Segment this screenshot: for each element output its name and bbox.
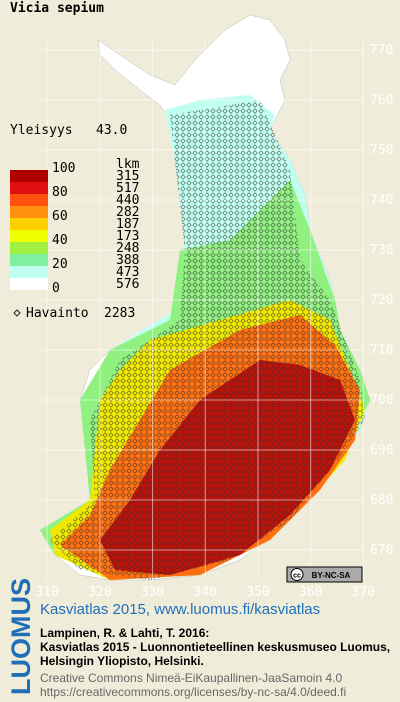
x-tick-label: 360 (299, 585, 322, 600)
legend-count: 388 (116, 253, 139, 268)
grid: 310 320 330 340 350 360 370 770 760 750 740 730 720 7… (35, 40, 393, 600)
citation-line: Helsingin Yliopisto, Helsinki. (40, 654, 204, 668)
y-tick-label: 710 (370, 343, 393, 358)
legend-count: 315 (116, 169, 139, 184)
legend-count: 173 (116, 229, 139, 244)
y-tick-label: 770 (370, 43, 393, 58)
y-tick-label: 700 (370, 393, 393, 408)
legend-count: 576 (116, 277, 139, 292)
badge-icon: cc (293, 573, 301, 580)
x-tick-label: 320 (88, 585, 111, 600)
legend-count: 517 (116, 181, 139, 196)
legend-scale-label: 100 (52, 161, 75, 176)
legend-swatch (10, 194, 48, 206)
legend-scale-label: 60 (52, 209, 68, 224)
license-badge: cc BY-NC-SA (286, 566, 363, 583)
legend-count: 282 (116, 205, 139, 220)
legend-swatch (10, 254, 48, 266)
y-tick-label: 730 (370, 243, 393, 258)
x-tick-label: 350 (246, 585, 269, 600)
legend-swatch (10, 230, 48, 242)
y-tick-label: 750 (370, 143, 393, 158)
citation-line: Kasviatlas 2015 - Luonnontieteellinen ke… (40, 640, 390, 654)
citation-line: Lampinen, R. & Lahti, T. 2016: (40, 626, 209, 640)
x-tick-label: 340 (194, 585, 217, 600)
x-tick-label: 330 (141, 585, 164, 600)
legend-swatch (10, 170, 48, 182)
legend-scale-label: 0 (52, 281, 60, 296)
count-header: lkm (116, 157, 140, 172)
legend-count: 440 (116, 193, 139, 208)
y-tick-label: 720 (370, 293, 393, 308)
observation-symbol (13, 309, 21, 317)
footer-headline: Kasviatlas 2015, www.luomus.fi/kasviatla… (40, 601, 320, 618)
badge-circle (290, 568, 304, 581)
legend-swatch (10, 206, 48, 218)
legend-swatch (10, 218, 48, 230)
y-tick-label: 740 (370, 193, 393, 208)
legend-swatch (10, 266, 48, 278)
logo: LUOMUS (6, 578, 36, 695)
badge-frame (286, 566, 363, 583)
badge-text: BY-NC-SA (312, 571, 351, 580)
observation-label: Havainto (26, 306, 89, 321)
x-tick-label: 310 (35, 585, 58, 600)
legend-swatch (10, 278, 48, 290)
observation-cover (50, 100, 365, 580)
y-tick-label: 670 (370, 543, 393, 558)
y-tick-label: 760 (370, 93, 393, 108)
x-tick-label: 370 (352, 585, 375, 600)
legend-scale-label: 80 (52, 185, 68, 200)
y-tick-label: 690 (370, 443, 393, 458)
legend-scale-label: 40 (52, 233, 68, 248)
legend-swatch (10, 242, 48, 254)
license-line: Creative Commons Nimeä-EiKaupallinen-Jaa… (40, 671, 342, 685)
legend-scale-label: 20 (52, 257, 68, 272)
legend-swatch (10, 182, 48, 194)
license-line: https://creativecommons.org/licenses/by-… (40, 685, 346, 699)
species-title: Vicia sepium (10, 1, 104, 16)
observation-count: 2283 (104, 306, 135, 321)
legend-count: 473 (116, 265, 139, 280)
frequency-label: Yleisyys (10, 123, 73, 138)
frequency-value: 43.0 (96, 123, 127, 138)
legend-count: 248 (116, 241, 139, 256)
y-tick-label: 680 (370, 493, 393, 508)
legend-count: 187 (116, 217, 139, 232)
